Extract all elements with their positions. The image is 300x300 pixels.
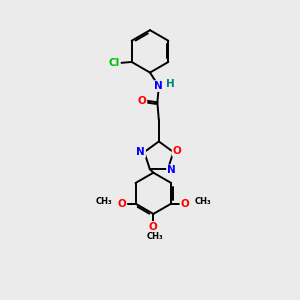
Text: N: N — [154, 81, 163, 91]
Text: CH₃: CH₃ — [95, 197, 112, 206]
Text: O: O — [118, 199, 126, 208]
Text: Cl: Cl — [108, 58, 120, 68]
Text: O: O — [180, 199, 189, 208]
Text: H: H — [166, 79, 174, 89]
Text: CH₃: CH₃ — [195, 197, 212, 206]
Text: CH₃: CH₃ — [146, 232, 163, 242]
Text: N: N — [167, 165, 176, 175]
Text: O: O — [138, 96, 146, 106]
Text: O: O — [172, 146, 181, 156]
Text: O: O — [149, 222, 158, 232]
Text: N: N — [136, 147, 145, 157]
